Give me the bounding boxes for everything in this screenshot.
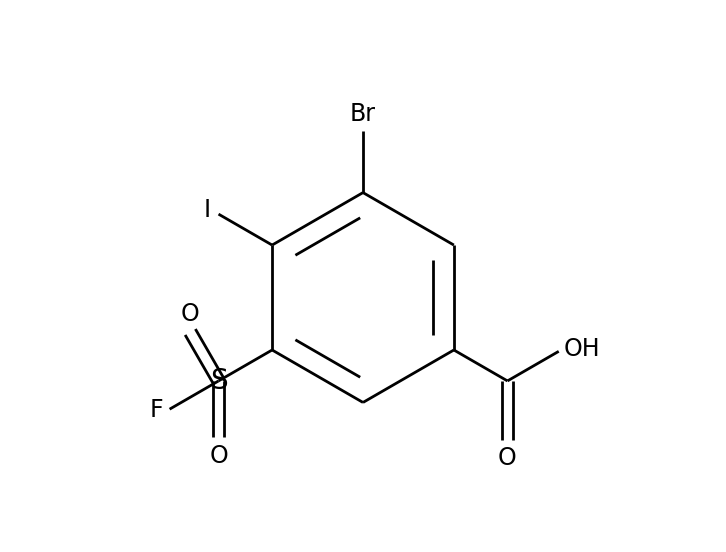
Text: S: S [210, 367, 227, 395]
Text: OH: OH [564, 337, 600, 360]
Text: O: O [498, 445, 517, 470]
Text: O: O [209, 444, 228, 468]
Text: I: I [203, 198, 211, 222]
Text: O: O [181, 301, 200, 326]
Text: F: F [150, 398, 163, 422]
Text: Br: Br [350, 103, 376, 126]
